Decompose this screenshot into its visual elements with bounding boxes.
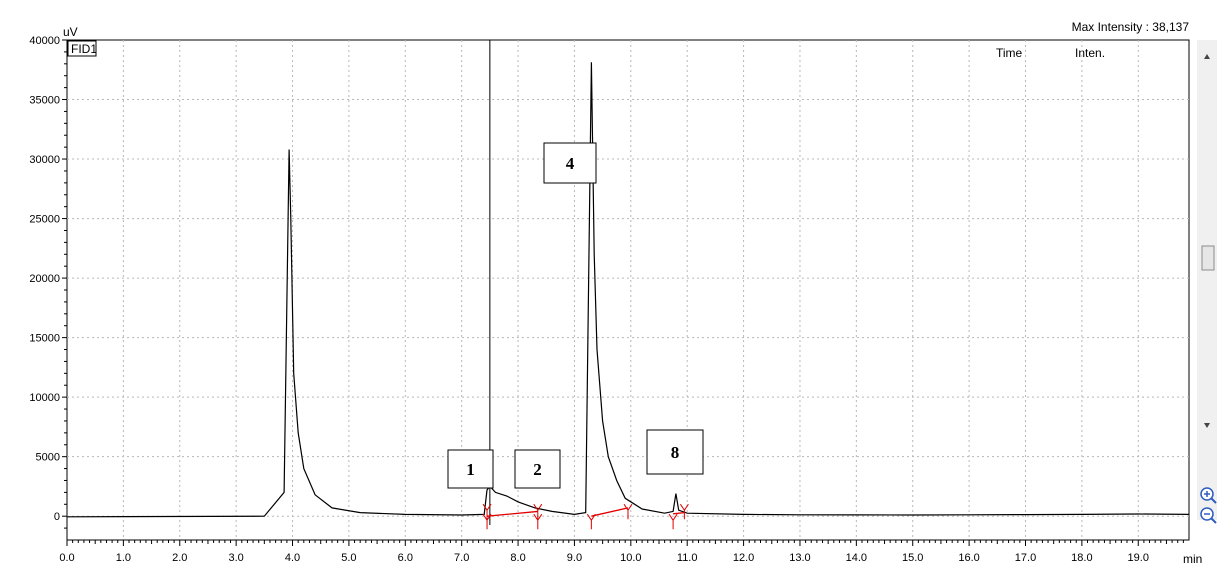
x-tick-label: 13.0 [789,552,810,564]
y-tick-label: 10000 [29,392,60,404]
peak-label-box: 1 [447,449,494,489]
x-tick-label: 19.0 [1128,552,1149,564]
inten-column-header: Inten. [1075,46,1105,60]
x-tick-label: 15.0 [902,552,923,564]
peak-label-text: 4 [566,154,575,173]
peak-label-box: 8 [646,429,704,475]
y-tick-label: 15000 [29,333,60,345]
x-axis-unit-label: min [1183,552,1202,566]
scroll-down-arrow-icon[interactable] [1204,423,1210,428]
peak-label-text: 1 [466,460,475,479]
x-tick-label: 3.0 [228,552,243,564]
peak-marker-icon [533,513,543,530]
plot-frame [66,39,1190,541]
peak-marker-icon [586,513,596,530]
signal-trace [66,62,1190,518]
x-tick-label: 18.0 [1071,552,1092,564]
y-unit-label: uV [63,25,78,39]
y-tick-label: 20000 [29,273,60,285]
x-tick-label: 12.0 [733,552,754,564]
x-tick-label: 10.0 [620,552,641,564]
integration-baseline [591,507,629,517]
x-tick-label: 6.0 [398,552,413,564]
peak-marker-icon [482,513,492,530]
vertical-scrollbar[interactable] [1197,40,1217,520]
peak-marker-icon [533,503,543,520]
x-tick-label: 4.0 [285,552,300,564]
y-tick-label: 0 [54,511,60,523]
peak-label-text: 8 [671,443,680,462]
x-tick-label: 5.0 [341,552,356,564]
max-intensity-label: Max Intensity : 38,137 [1072,20,1190,34]
y-tick-label: 40000 [29,35,60,47]
peak-label-box: 2 [514,449,561,489]
x-tick-label: 16.0 [958,552,979,564]
peak-label-frame [514,449,561,489]
y-tick-label: 35000 [29,95,60,107]
scrollbar-thumb[interactable] [1201,245,1215,271]
time-column-header: Time [996,46,1023,60]
detector-label-text: FID1 [71,42,97,56]
zoom-in-icon[interactable] [1199,486,1217,504]
zoom-out-icon[interactable] [1199,506,1217,524]
x-tick-label: 8.0 [510,552,525,564]
x-tick-label: 17.0 [1015,552,1036,564]
peak-marker-icon [482,503,492,520]
peak-marker-icon [623,503,633,520]
y-tick-label: 5000 [36,452,60,464]
peak-marker-icon [668,513,678,530]
peak-marker-icon [679,503,689,520]
y-tick-label: 30000 [29,154,60,166]
x-tick-label: 0.0 [59,552,74,564]
peak-label-frame [543,142,597,184]
integration-baseline [486,510,538,517]
x-tick-label: 2.0 [172,552,187,564]
integration-baseline [673,511,685,515]
peak-label-box: 4 [543,142,597,184]
scroll-up-arrow-icon[interactable] [1204,54,1210,59]
x-tick-label: 14.0 [846,552,867,564]
peak-label-frame [447,449,494,489]
y-tick-label: 25000 [29,214,60,226]
detector-label: FID1 [67,40,97,57]
peak-label-frame [646,429,704,475]
detector-label-box [67,40,97,57]
x-tick-label: 7.0 [454,552,469,564]
x-tick-label: 9.0 [567,552,582,564]
peak-label-text: 2 [533,460,542,479]
x-tick-label: 1.0 [116,552,131,564]
x-tick-label: 11.0 [677,552,698,564]
